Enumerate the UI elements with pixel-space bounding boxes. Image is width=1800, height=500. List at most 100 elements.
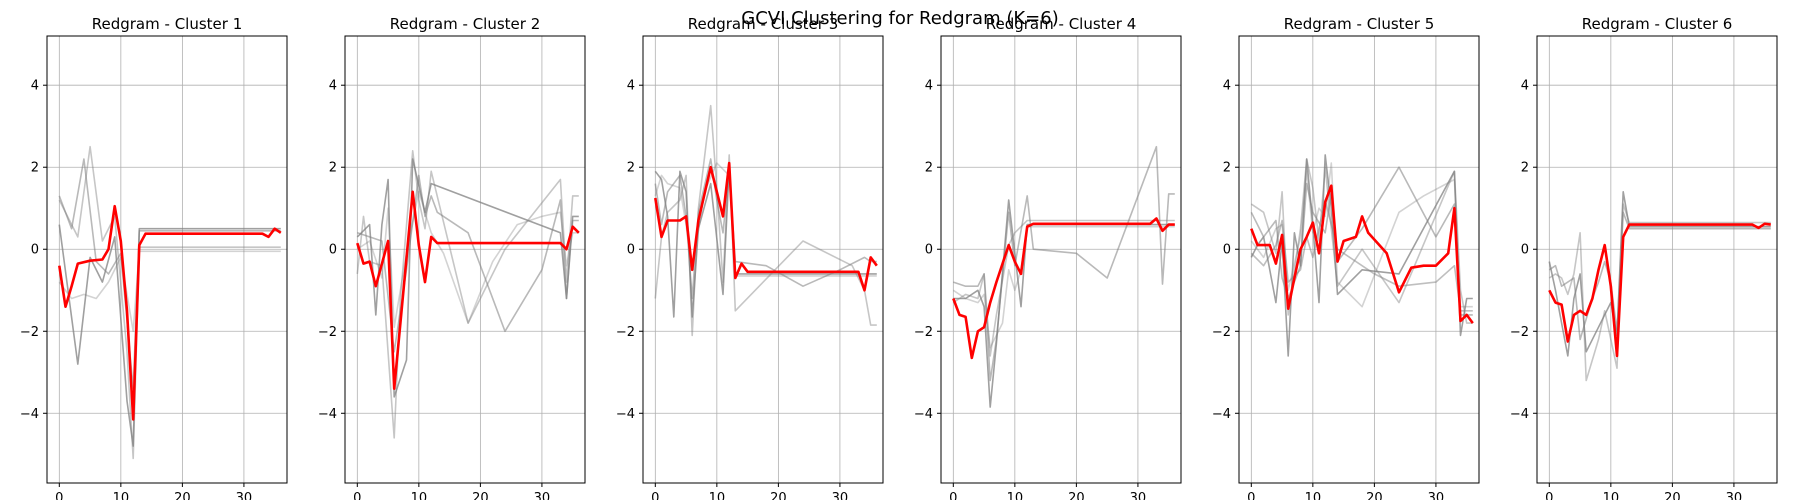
x-tick-label: 10 bbox=[113, 491, 130, 500]
y-tick-label: −4 bbox=[616, 407, 635, 422]
centroid-series-line bbox=[952, 217, 1175, 360]
x-tick-label: 10 bbox=[1007, 491, 1024, 500]
y-tick-label: −2 bbox=[318, 325, 337, 340]
y-tick-label: −2 bbox=[1212, 325, 1231, 340]
y-tick-label: 0 bbox=[31, 243, 39, 258]
axes-frame bbox=[1536, 35, 1778, 484]
x-tick-label: 30 bbox=[534, 491, 551, 500]
axes-frame bbox=[642, 35, 884, 484]
series-group bbox=[58, 145, 282, 460]
subplot-cluster-1: 0 10 20 30 −4 −2 0 2 4 Redgram - Cluster 1 bbox=[20, 15, 288, 500]
y-tick-label: 4 bbox=[31, 79, 39, 94]
axes-frame bbox=[344, 35, 586, 484]
subplot-cluster-5: 0 10 20 30 −4 −2 0 2 4 Redgram - Cluster 5 bbox=[1212, 15, 1480, 500]
y-tick-label: 2 bbox=[31, 161, 39, 176]
series-group bbox=[952, 145, 1175, 408]
member-series-line bbox=[953, 145, 1175, 382]
y-tick-label: 4 bbox=[1521, 79, 1529, 94]
x-tick-label: 20 bbox=[1068, 491, 1085, 500]
member-series-line bbox=[1250, 166, 1473, 316]
x-tick-label: 0 bbox=[1545, 491, 1553, 500]
subplot-title: Redgram - Cluster 3 bbox=[688, 15, 839, 33]
centroid-series-line bbox=[1548, 222, 1771, 358]
member-series-line bbox=[953, 199, 1175, 408]
y-tick-label: 2 bbox=[329, 161, 337, 176]
x-tick-label: 20 bbox=[1366, 491, 1383, 500]
y-tick-label: 2 bbox=[1521, 161, 1529, 176]
x-tick-label: 30 bbox=[1130, 491, 1147, 500]
y-tick-label: −4 bbox=[914, 407, 933, 422]
y-tick-label: 4 bbox=[627, 79, 635, 94]
axes-frame bbox=[940, 35, 1182, 484]
y-tick-label: 4 bbox=[329, 79, 337, 94]
y-tick-label: 0 bbox=[1521, 243, 1529, 258]
y-tick-label: 2 bbox=[1223, 161, 1231, 176]
x-tick-label: 30 bbox=[832, 491, 849, 500]
y-tick-label: −2 bbox=[914, 325, 933, 340]
member-series-line bbox=[356, 191, 579, 329]
x-tick-label: 30 bbox=[236, 491, 253, 500]
subplot-cluster-4: 0 10 20 30 −4 −2 0 2 4 Redgram - Cluster 4 bbox=[914, 15, 1182, 500]
member-series-line bbox=[1548, 203, 1771, 382]
series-group bbox=[654, 104, 878, 337]
member-series-line bbox=[1548, 191, 1771, 357]
y-tick-label: 0 bbox=[925, 243, 933, 258]
figure-suptitle: GCVI Clustering for Redgram (K=6) bbox=[741, 8, 1058, 29]
x-tick-label: 10 bbox=[411, 491, 428, 500]
y-tick-label: 0 bbox=[1223, 243, 1231, 258]
x-tick-label: 10 bbox=[1603, 491, 1620, 500]
subplot-title: Redgram - Cluster 6 bbox=[1582, 15, 1733, 33]
y-tick-label: −2 bbox=[1510, 325, 1529, 340]
x-tick-label: 0 bbox=[1247, 491, 1255, 500]
axes-frame bbox=[1238, 35, 1480, 484]
subplot-cluster-3: 0 10 20 30 −4 −2 0 2 4 Redgram - Cluster 3 bbox=[616, 15, 884, 500]
member-series-line bbox=[58, 224, 281, 447]
centroid-series-line bbox=[356, 190, 580, 391]
subplot-title: Redgram - Cluster 5 bbox=[1284, 15, 1435, 33]
x-tick-label: 10 bbox=[709, 491, 726, 500]
centroid-series-line bbox=[654, 161, 878, 292]
y-tick-label: 0 bbox=[329, 243, 337, 258]
subplot-cluster-6: 0 10 20 30 −4 −2 0 2 4 Redgram - Cluster 6 bbox=[1510, 15, 1778, 500]
y-tick-label: −4 bbox=[1212, 407, 1231, 422]
subplot-title: Redgram - Cluster 2 bbox=[390, 15, 541, 33]
x-tick-label: 0 bbox=[353, 491, 361, 500]
series-group bbox=[1250, 154, 1474, 357]
y-tick-label: −4 bbox=[20, 407, 39, 422]
y-tick-label: −2 bbox=[616, 325, 635, 340]
x-tick-label: 20 bbox=[472, 491, 489, 500]
x-tick-label: 20 bbox=[1664, 491, 1681, 500]
x-tick-label: 10 bbox=[1305, 491, 1322, 500]
x-tick-label: 0 bbox=[949, 491, 957, 500]
member-series-line bbox=[58, 145, 281, 460]
member-series-line bbox=[654, 104, 877, 337]
member-series-line bbox=[58, 158, 281, 390]
subplot-title: Redgram - Cluster 1 bbox=[92, 15, 243, 33]
centroid-series-line bbox=[1250, 184, 1474, 324]
centroid-series-line bbox=[58, 204, 282, 421]
member-series-line bbox=[1250, 154, 1473, 357]
member-series-line bbox=[357, 174, 579, 353]
y-tick-label: 4 bbox=[925, 79, 933, 94]
x-tick-label: 30 bbox=[1428, 491, 1445, 500]
y-tick-label: −2 bbox=[20, 325, 39, 340]
member-series-line bbox=[1250, 158, 1473, 324]
y-tick-label: −4 bbox=[318, 407, 337, 422]
x-tick-label: 20 bbox=[174, 491, 191, 500]
member-series-line bbox=[356, 150, 579, 439]
subplot-title: Redgram - Cluster 4 bbox=[986, 15, 1137, 33]
y-tick-label: −4 bbox=[1510, 407, 1529, 422]
series-group bbox=[1548, 191, 1771, 382]
axes-frame bbox=[46, 35, 288, 484]
y-tick-label: 2 bbox=[627, 161, 635, 176]
y-tick-label: 0 bbox=[627, 243, 635, 258]
member-series-line bbox=[654, 158, 877, 300]
x-tick-label: 20 bbox=[770, 491, 787, 500]
y-tick-label: 2 bbox=[925, 161, 933, 176]
x-tick-label: 0 bbox=[651, 491, 659, 500]
y-tick-label: 4 bbox=[1223, 79, 1231, 94]
x-tick-label: 0 bbox=[55, 491, 63, 500]
series-group bbox=[356, 150, 580, 439]
